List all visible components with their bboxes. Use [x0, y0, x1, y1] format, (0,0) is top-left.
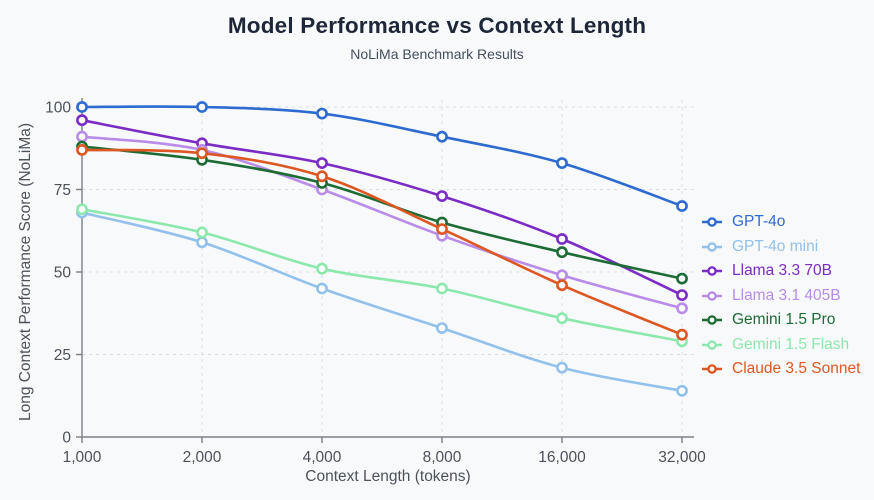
y-axis-title: Long Context Performance Score (NoLiMa)	[17, 123, 34, 421]
legend-label: Gemini 1.5 Flash	[732, 335, 850, 353]
legend-label: GPT-4o mini	[732, 237, 819, 255]
legend-label: GPT-4o	[732, 213, 786, 230]
legend-marker-icon	[702, 266, 722, 276]
x-tick-label: 4,000	[303, 449, 342, 466]
x-tick-label: 32,000	[658, 449, 706, 466]
data-point-gpt-4o-mini-4000	[316, 282, 328, 295]
legend: GPT-4o GPT-4o mini Llama 3.3 70B Llama 3.1 …	[701, 213, 861, 377]
data-point-gpt-4o-2000	[196, 101, 208, 113]
data-point-llama-3-3-70b-8000	[436, 190, 448, 202]
chart-subtitle: NoLiMa Benchmark Results	[350, 46, 524, 62]
legend-item-claude-3-5-sonnet: Claude 3.5 Sonnet	[701, 360, 861, 377]
series-line-gpt-4o	[80, 105, 684, 208]
data-point-gemini-1-5-flash-4000	[316, 262, 328, 275]
data-point-llama-3-1-405b-16000	[556, 269, 568, 282]
legend-item-gemini-1-5-pro: Gemini 1.5 Pro	[701, 311, 860, 328]
x-tick-label: 8,000	[423, 449, 462, 466]
data-point-claude-3-5-sonnet-16000	[556, 279, 568, 292]
y-tick-label: 0	[62, 430, 71, 447]
legend-label: Llama 3.3 70B	[732, 262, 832, 279]
y-tick-label: 25	[54, 347, 71, 364]
data-point-claude-3-5-sonnet-32000	[676, 328, 688, 341]
data-point-claude-3-5-sonnet-8000	[436, 223, 448, 235]
data-point-llama-3-1-405b-32000	[676, 302, 688, 315]
x-tick-label: 2,000	[183, 449, 222, 466]
legend-marker-icon	[702, 241, 722, 252]
x-tick-label: 16,000	[538, 449, 586, 466]
data-point-gpt-4o-mini-16000	[556, 361, 568, 374]
data-point-llama-3-3-70b-16000	[556, 233, 568, 245]
legend-marker-icon	[702, 339, 722, 350]
legend-label: Llama 3.1 405B	[732, 286, 841, 304]
x-tick-label: 1,000	[63, 449, 102, 466]
data-point-gpt-4o-32000	[676, 200, 688, 212]
data-point-claude-3-5-sonnet-4000	[316, 170, 328, 183]
x-axis-title: Context Length (tokens)	[305, 468, 470, 485]
data-point-gpt-4o-mini-8000	[436, 322, 448, 334]
data-point-gemini-1-5-flash-8000	[436, 282, 448, 295]
legend-item-gpt-4o-mini: GPT-4o mini	[701, 237, 860, 255]
y-tick-label: 75	[54, 182, 71, 199]
chart-header: Model Performance vs Context Length NoLi…	[0, 0, 874, 62]
legend-label: Claude 3.5 Sonnet	[732, 360, 861, 377]
y-tick-label: 100	[45, 100, 71, 117]
legend-item-llama-3-3-70b: Llama 3.3 70B	[701, 262, 860, 279]
legend-marker-icon	[702, 315, 722, 325]
chart-title: Model Performance vs Context Length	[227, 13, 647, 38]
y-tick-label: 50	[54, 265, 72, 282]
data-point-claude-3-5-sonnet-2000	[196, 147, 208, 160]
legend-marker-icon	[702, 364, 722, 374]
legend-item-gemini-1-5-flash: Gemini 1.5 Flash	[701, 335, 860, 353]
data-point-gemini-1-5-flash-16000	[556, 312, 568, 325]
legend-label: Gemini 1.5 Pro	[732, 311, 836, 328]
data-point-gpt-4o-4000	[316, 107, 328, 120]
series-line-gpt-4o-mini	[80, 211, 684, 393]
legend-marker-icon	[702, 290, 722, 301]
data-point-gemini-1-5-pro-32000	[676, 272, 688, 285]
data-point-gpt-4o-8000	[436, 130, 448, 143]
data-point-gpt-4o-16000	[556, 157, 568, 169]
data-point-gemini-1-5-pro-16000	[556, 246, 568, 259]
legend-item-gpt-4o: GPT-4o	[701, 213, 860, 230]
data-point-llama-3-3-70b-32000	[676, 289, 688, 301]
data-point-gpt-4o-1000	[76, 101, 88, 113]
legend-marker-icon	[702, 217, 722, 227]
series-line-llama-3-3-70b	[80, 118, 684, 297]
data-point-claude-3-5-sonnet-1000	[76, 143, 88, 156]
data-point-gpt-4o-mini-32000	[676, 384, 688, 397]
data-point-llama-3-3-70b-4000	[316, 157, 328, 169]
legend-item-llama-3-1-405b: Llama 3.1 405B	[701, 286, 860, 304]
data-point-llama-3-1-405b-1000	[76, 130, 88, 143]
series-line-gemini-1-5-flash	[80, 208, 684, 343]
data-point-gpt-4o-mini-2000	[196, 236, 208, 249]
data-point-gemini-1-5-flash-1000	[76, 203, 88, 216]
series-line-llama-3-1-405b	[80, 135, 684, 310]
data-point-gemini-1-5-flash-2000	[196, 226, 208, 239]
data-point-llama-3-3-70b-1000	[76, 114, 88, 127]
